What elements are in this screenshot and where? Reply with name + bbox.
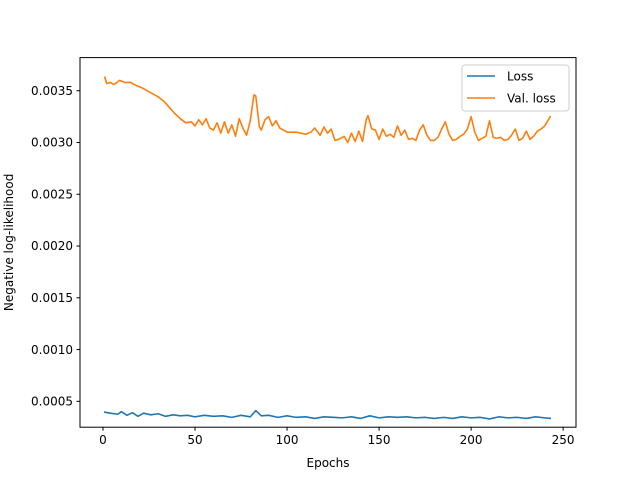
y-tick-label: 0.0015 xyxy=(31,291,73,305)
x-tick-label: 0 xyxy=(99,433,107,447)
x-tick-label: 200 xyxy=(460,433,483,447)
legend: Loss Val. loss xyxy=(461,64,570,112)
legend-label-loss: Loss xyxy=(507,70,533,84)
series-layer xyxy=(103,76,552,420)
y-axis: 0.0005 0.0010 0.0015 0.0020 0.0025 0.0030 0.00… xyxy=(31,84,80,409)
x-axis-label: Epochs xyxy=(307,456,350,470)
y-tick-label: 0.0010 xyxy=(31,343,73,357)
y-tick-label: 0.0020 xyxy=(31,239,73,253)
series-line-val-loss xyxy=(103,76,552,144)
legend-label-val-loss: Val. loss xyxy=(507,92,556,106)
x-tick-label: 50 xyxy=(187,433,202,447)
x-tick-label: 100 xyxy=(276,433,299,447)
y-tick-label: 0.0030 xyxy=(31,136,73,150)
y-tick-label: 0.0005 xyxy=(31,395,73,409)
plot-frame xyxy=(79,57,577,428)
y-tick-label: 0.0025 xyxy=(31,187,73,201)
x-axis: 0 50 100 150 200 250 xyxy=(99,427,575,447)
x-tick-label: 250 xyxy=(552,433,575,447)
y-tick-label: 0.0035 xyxy=(31,84,73,98)
series-line-loss xyxy=(103,409,552,420)
y-axis-label: Negative log-likelihood xyxy=(2,174,16,311)
x-tick-label: 150 xyxy=(368,433,391,447)
